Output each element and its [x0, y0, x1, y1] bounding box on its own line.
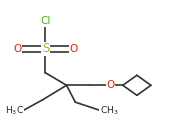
Text: Cl: Cl [40, 16, 51, 26]
Text: O: O [13, 44, 22, 54]
Text: CH$_3$: CH$_3$ [100, 104, 119, 117]
Text: O: O [70, 44, 78, 54]
Text: S: S [42, 42, 49, 55]
Text: H$_3$C: H$_3$C [5, 104, 24, 117]
Text: O: O [106, 80, 115, 90]
